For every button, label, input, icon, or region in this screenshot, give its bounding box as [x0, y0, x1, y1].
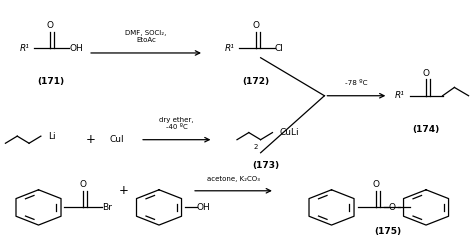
Text: +: + — [85, 133, 95, 146]
Text: 2: 2 — [254, 144, 258, 150]
Text: Li: Li — [48, 132, 55, 141]
Text: +: + — [118, 184, 128, 197]
Text: (171): (171) — [37, 77, 64, 86]
Text: OH: OH — [197, 203, 210, 212]
Text: R¹: R¹ — [225, 44, 235, 53]
Text: O: O — [373, 180, 380, 189]
Text: (173): (173) — [252, 161, 279, 170]
Text: (172): (172) — [242, 77, 269, 86]
Text: OH: OH — [69, 44, 83, 53]
Text: Cl: Cl — [275, 44, 283, 53]
Text: -78 ºC: -78 ºC — [345, 80, 368, 86]
Text: (175): (175) — [374, 227, 402, 236]
Text: O: O — [47, 21, 54, 30]
Text: dry ether,
-40 ºC: dry ether, -40 ºC — [159, 117, 194, 130]
Text: (174): (174) — [412, 125, 440, 134]
Text: DMF, SOCl₂,
EtoAc: DMF, SOCl₂, EtoAc — [125, 30, 167, 43]
Text: CuLi: CuLi — [280, 128, 299, 137]
Text: O: O — [388, 203, 395, 212]
Text: CuI: CuI — [109, 135, 124, 144]
Text: Br: Br — [102, 203, 112, 212]
Text: O: O — [252, 21, 259, 30]
Text: O: O — [422, 69, 429, 78]
Text: R¹: R¹ — [395, 91, 405, 100]
Text: acetone, K₂CO₃: acetone, K₂CO₃ — [207, 176, 260, 182]
Text: O: O — [80, 180, 87, 189]
Text: R¹: R¹ — [19, 44, 29, 53]
